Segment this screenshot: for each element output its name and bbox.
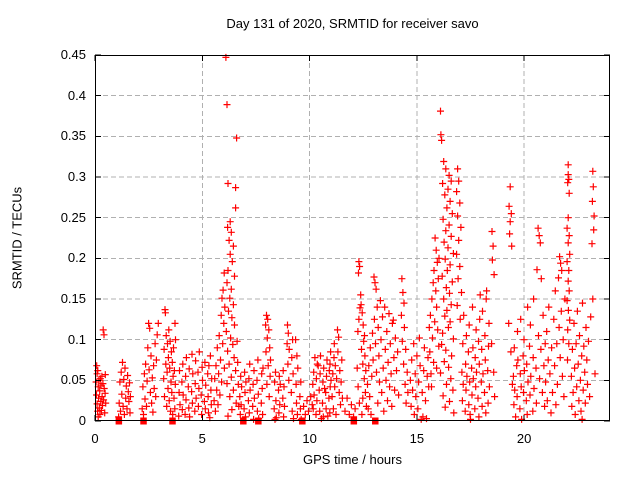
plot-border — [95, 55, 610, 421]
grid-lines — [95, 55, 610, 421]
y-tick-label: 0 — [78, 413, 86, 428]
x-tick-label: 5 — [198, 431, 206, 446]
data-points — [92, 53, 599, 423]
chart-title: Day 131 of 2020, SRMTID for receiver sav… — [226, 16, 479, 31]
plot-area — [92, 53, 610, 425]
x-tick-label: 15 — [409, 431, 425, 446]
x-axis-label: GPS time / hours — [303, 452, 402, 467]
axis-ticks — [94, 54, 610, 422]
y-tick-label: 0.4 — [67, 87, 86, 103]
y-tick-label: 0.15 — [60, 291, 86, 306]
y-tick-label: 0.45 — [60, 47, 86, 62]
y-tick-label: 0.35 — [60, 128, 86, 144]
y-axis-label: SRMTID / TECUs — [9, 186, 25, 290]
x-tick-label: 0 — [91, 431, 99, 446]
scatter-canvas — [92, 53, 610, 425]
y-tick-label: 0.05 — [60, 372, 86, 388]
x-tick-label: 20 — [516, 431, 532, 446]
y-tick-label: 0.3 — [67, 169, 86, 184]
y-tick-label: 0.1 — [67, 331, 86, 347]
x-tick-label: 10 — [302, 431, 317, 446]
